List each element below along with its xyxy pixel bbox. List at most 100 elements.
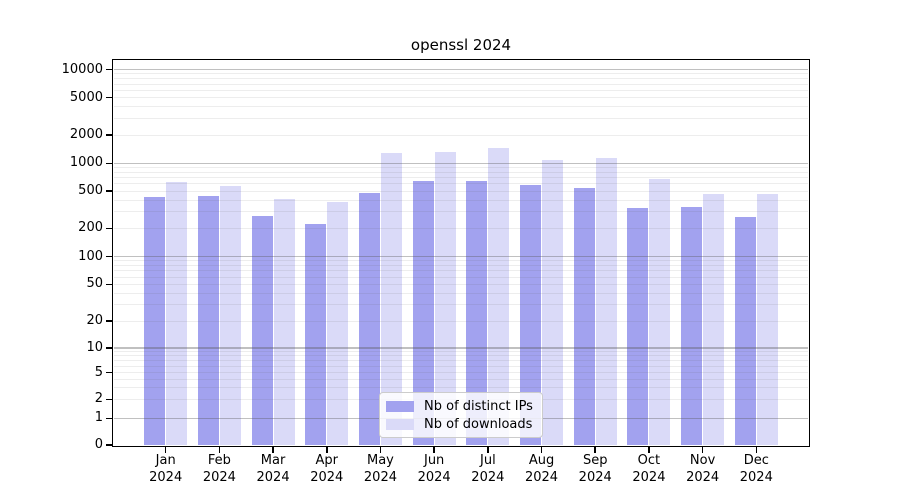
y-axis-tick [106,227,112,230]
year-label: 2024 [524,470,559,485]
gridline-major [114,69,808,71]
bar-downloads [649,178,671,445]
x-axis-tick-label: Mar 2024 [245,452,301,486]
bar-distinct-ips [573,187,595,445]
x-axis-tick [540,447,543,453]
x-axis-tick [433,447,435,453]
x-axis-tick-label: Sep 2024 [567,452,623,486]
gridline-minor [114,167,808,168]
x-axis-tick-label: May 2024 [352,452,408,486]
legend-label-distinct-ips: Nb of distinct IPs [424,398,533,414]
gridline-minor [114,372,808,374]
gridline-minor [114,83,808,85]
bar-downloads [166,182,188,445]
gridline-minor [114,276,808,278]
gridline-minor [114,171,808,173]
month-label: Nov [689,453,716,468]
x-axis-tick-label: Feb 2024 [191,452,247,486]
bar-downloads [703,193,725,445]
y-axis-tick-label: 0 [94,437,103,452]
y-axis-tick [106,68,112,71]
y-axis-tick [106,398,112,401]
bar-distinct-ips [251,216,273,445]
y-axis-tick-label: 500 [78,183,103,198]
gridline-minor [114,97,808,99]
y-axis-tick-label: 1 [94,410,103,426]
gridline-minor [114,227,808,229]
gridline-minor [114,378,808,380]
year-label: 2024 [632,470,666,485]
gridline-minor [114,106,808,108]
x-axis-tick-label: Apr 2024 [299,452,355,486]
month-label: Oct [637,453,661,468]
gridline-minor [114,351,808,353]
y-axis-tick-label: 20 [86,313,103,328]
legend-label-downloads: Nb of downloads [424,416,533,432]
gridline-minor [114,183,808,185]
legend-item-distinct-ips: Nb of distinct IPs [386,397,542,415]
y-axis-tick [106,417,112,420]
bar-downloads [595,157,617,445]
bar-downloads [434,151,456,445]
x-axis-tick [325,447,328,453]
year-label: 2024 [256,470,290,485]
legend: Nb of distinct IPs Nb of downloads [379,392,543,438]
gridline-minor [114,320,808,322]
x-axis-tick [164,447,167,453]
gridline-major [114,347,808,349]
x-axis-tick [648,447,650,453]
y-axis-tick-label: 1000 [69,155,103,171]
x-axis-tick [594,447,597,453]
x-axis-tick-label: Aug 2024 [514,452,570,486]
year-label: 2024 [739,470,773,485]
month-label: Mar [260,453,286,468]
bar-downloads [542,159,564,445]
gridline-minor [114,270,808,272]
y-axis-tick [106,283,112,286]
bar-distinct-ips [305,224,327,445]
year-label: 2024 [417,470,451,485]
x-axis-tick-label: Nov 2024 [675,452,731,486]
bar-distinct-ips [734,216,756,445]
bar-distinct-ips [466,180,488,445]
gridline-minor [114,134,808,136]
y-axis-tick [106,347,112,349]
gridline-minor [114,177,808,179]
y-axis-tick [106,444,112,446]
year-label: 2024 [202,470,236,485]
year-label: 2024 [686,470,720,485]
x-axis-tick-label: Jul 2024 [460,452,516,486]
bar-distinct-ips [627,207,649,445]
gridline-minor [114,265,808,267]
month-label: Dec [743,453,769,468]
month-label: Aug [528,453,555,468]
x-axis-tick [701,447,704,453]
bar-distinct-ips [412,181,434,445]
month-label: Jun [423,453,445,468]
month-label: Sep [582,453,608,468]
year-label: 2024 [149,470,183,485]
y-axis-tick-label: 10000 [61,61,103,77]
month-label: Apr [315,453,339,468]
gridline-minor [114,89,808,91]
y-axis-tick-label: 200 [78,220,103,236]
year-label: 2024 [578,470,612,485]
gridline-minor [114,387,808,389]
gridline-major [114,162,808,164]
bar-downloads [273,198,295,445]
x-axis-tick [379,447,382,453]
month-label: Jul [480,453,496,468]
gridline-minor [114,283,808,285]
gridline-minor [114,78,808,80]
x-axis-tick [487,447,489,453]
y-axis-tick-label: 2000 [69,127,103,142]
x-axis-tick [218,447,221,453]
y-axis-tick [106,162,112,165]
gridline-minor [114,199,808,201]
bar-downloads [327,202,349,445]
gridline-major [114,256,808,258]
bar-distinct-ips [197,195,219,445]
x-axis-tick-label: Oct 2024 [621,452,677,486]
legend-swatch-downloads [386,418,414,430]
x-axis-tick-label: Dec 2024 [728,452,784,486]
